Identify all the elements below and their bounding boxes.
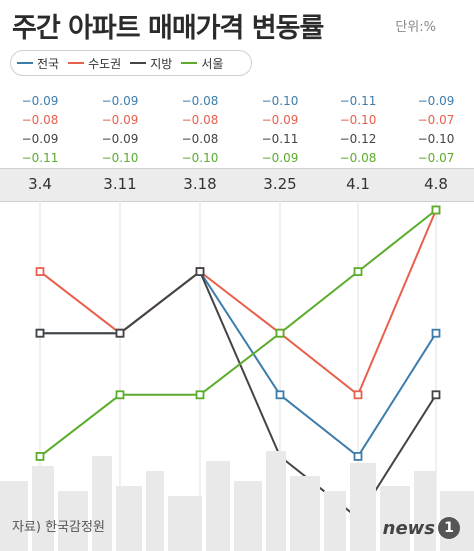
x-tick-label: 4.8 bbox=[424, 175, 448, 193]
data-label: −0.10 bbox=[261, 94, 299, 108]
data-label: −0.07 bbox=[417, 151, 455, 165]
data-point bbox=[275, 328, 285, 338]
x-tick-label: 3.4 bbox=[28, 175, 52, 193]
value-table: −0.09 −0.08 −0.09 −0.11 −0.09 −0.09 −0.09 −0.10… bbox=[0, 92, 474, 172]
unit-label: 단위:% bbox=[395, 20, 436, 35]
data-label: −0.09 bbox=[101, 132, 139, 146]
legend-item-1: 수도권 bbox=[68, 55, 121, 72]
data-label: −0.08 bbox=[181, 132, 219, 146]
legend-label: 전국 bbox=[37, 56, 60, 71]
data-label: −0.08 bbox=[339, 151, 377, 165]
legend-label: 서울 bbox=[201, 56, 224, 71]
chart-title: 주간 아파트 매매가격 변동률 bbox=[12, 13, 324, 44]
value-column: −0.08 −0.08 −0.08 −0.10 bbox=[170, 92, 230, 168]
data-label: −0.09 bbox=[21, 94, 59, 108]
data-label: −0.11 bbox=[261, 132, 299, 146]
logo-text: news bbox=[382, 517, 435, 539]
series-line-1 bbox=[39, 209, 437, 397]
data-label: −0.09 bbox=[101, 113, 139, 127]
data-point bbox=[195, 267, 205, 277]
data-label: −0.12 bbox=[339, 132, 377, 146]
legend-item-2: 지방 bbox=[130, 55, 172, 72]
data-point bbox=[115, 328, 125, 338]
data-label: −0.08 bbox=[181, 94, 219, 108]
x-axis: 3.4 3.11 3.18 3.25 4.1 4.8 bbox=[0, 168, 474, 202]
logo-mark: 1 bbox=[438, 517, 460, 539]
source-note: 자료) 한국감정원 bbox=[12, 520, 105, 535]
value-column: −0.11 −0.10 −0.12 −0.08 bbox=[328, 92, 388, 168]
legend-swatch bbox=[68, 62, 85, 64]
value-column: −0.09 −0.09 −0.09 −0.10 bbox=[90, 92, 150, 168]
data-label: −0.11 bbox=[21, 151, 59, 165]
data-point bbox=[431, 328, 441, 338]
data-point bbox=[35, 328, 45, 338]
data-label: −0.10 bbox=[417, 132, 455, 146]
x-tick-label: 3.25 bbox=[263, 175, 297, 193]
data-point bbox=[431, 390, 441, 400]
data-label: −0.10 bbox=[181, 151, 219, 165]
data-label: −0.07 bbox=[417, 113, 455, 127]
series-line-0 bbox=[40, 270, 437, 458]
data-label: −0.10 bbox=[339, 113, 377, 127]
x-tick-label: 4.1 bbox=[346, 175, 370, 193]
legend-label: 수도권 bbox=[88, 56, 122, 71]
legend-swatch bbox=[17, 62, 33, 64]
x-tick-label: 3.18 bbox=[183, 175, 217, 193]
legend-item-3: 서울 bbox=[181, 55, 223, 72]
data-point bbox=[353, 267, 363, 277]
data-point bbox=[35, 267, 45, 277]
data-label: −0.10 bbox=[101, 151, 139, 165]
value-column: −0.09 −0.08 −0.09 −0.11 bbox=[10, 92, 70, 168]
x-tick-label: 3.11 bbox=[103, 175, 137, 193]
data-label: −0.08 bbox=[181, 113, 219, 127]
news1-logo: news 1 bbox=[383, 517, 460, 539]
legend-item-0: 전국 bbox=[17, 55, 59, 72]
data-label: −0.08 bbox=[21, 113, 59, 127]
data-point bbox=[275, 390, 285, 400]
data-point bbox=[195, 390, 205, 400]
value-column: −0.10 −0.09 −0.11 −0.09 bbox=[250, 92, 310, 168]
data-point bbox=[35, 451, 45, 461]
data-label: −0.09 bbox=[417, 94, 455, 108]
data-label: −0.09 bbox=[21, 132, 59, 146]
legend-swatch bbox=[181, 62, 198, 64]
skyline-background bbox=[0, 451, 474, 551]
data-label: −0.09 bbox=[261, 113, 299, 127]
data-point bbox=[353, 451, 363, 461]
legend-label: 지방 bbox=[150, 56, 173, 71]
data-label: −0.11 bbox=[339, 94, 377, 108]
data-point bbox=[115, 390, 125, 400]
data-label: −0.09 bbox=[261, 151, 299, 165]
series-line-3 bbox=[39, 209, 437, 458]
legend: 전국 수도권 지방 서울 bbox=[10, 50, 252, 76]
legend-swatch bbox=[130, 62, 147, 64]
data-point bbox=[431, 205, 441, 215]
data-label: −0.09 bbox=[101, 94, 139, 108]
value-column: −0.09 −0.07 −0.10 −0.07 bbox=[406, 92, 466, 168]
data-point bbox=[353, 390, 363, 400]
